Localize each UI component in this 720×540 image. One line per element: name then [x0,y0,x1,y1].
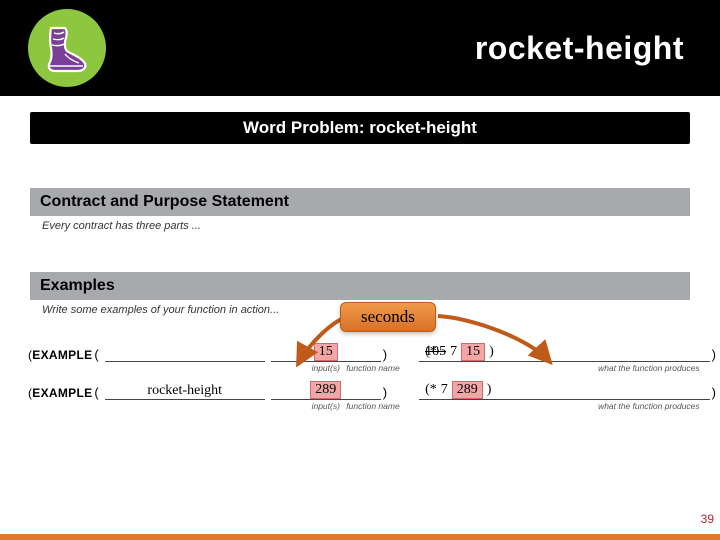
expression: (* 7 289) [425,381,491,399]
seconds-callout: seconds [340,302,436,332]
row-close-paren: ) [712,347,716,362]
function-name-slot: rocket-height function name [105,382,265,400]
expr-close: ) [487,382,492,398]
example-keyword: EXAMPLE [28,386,92,400]
produces-slot: (* 7 289) what the function produces [419,382,710,400]
slide-title: rocket-height [475,30,684,67]
contract-subtitle: Every contract has three parts ... [42,220,708,232]
bottom-accent-stripe [0,534,720,540]
example-row: EXAMPLE ( rocket-height function name 28… [28,382,718,400]
expr-open: (* [425,382,437,398]
slot-caption-input: input(s) [271,401,381,411]
word-problem-bar: Word Problem: rocket-height [30,112,690,144]
function-name-value: rocket-height [147,383,222,399]
boot-icon [37,18,97,78]
slide-header: rocket-height [0,0,720,96]
page-number: 39 [701,512,714,526]
open-paren: ( [94,385,98,400]
close-paren: ) [383,347,387,362]
example-keyword: EXAMPLE [28,348,92,362]
close-paren: ) [383,385,387,400]
callout-arrow-right-icon [432,292,562,372]
input-value: 289 [310,381,341,399]
row-close-paren: ) [712,385,716,400]
bootstrap-logo [28,9,106,87]
example-row: EXAMPLE ( function name 15 input(s) ) 10… [28,344,718,362]
input-slot: 289 input(s) [271,382,381,400]
open-paren: ( [94,347,98,362]
slot-caption-produces: what the function produces [419,401,710,411]
contract-section-heading: Contract and Purpose Statement [30,188,690,216]
expr-highlight: 289 [452,381,483,399]
expr-mid: 7 [441,382,448,398]
function-name-slot: function name [105,344,265,362]
